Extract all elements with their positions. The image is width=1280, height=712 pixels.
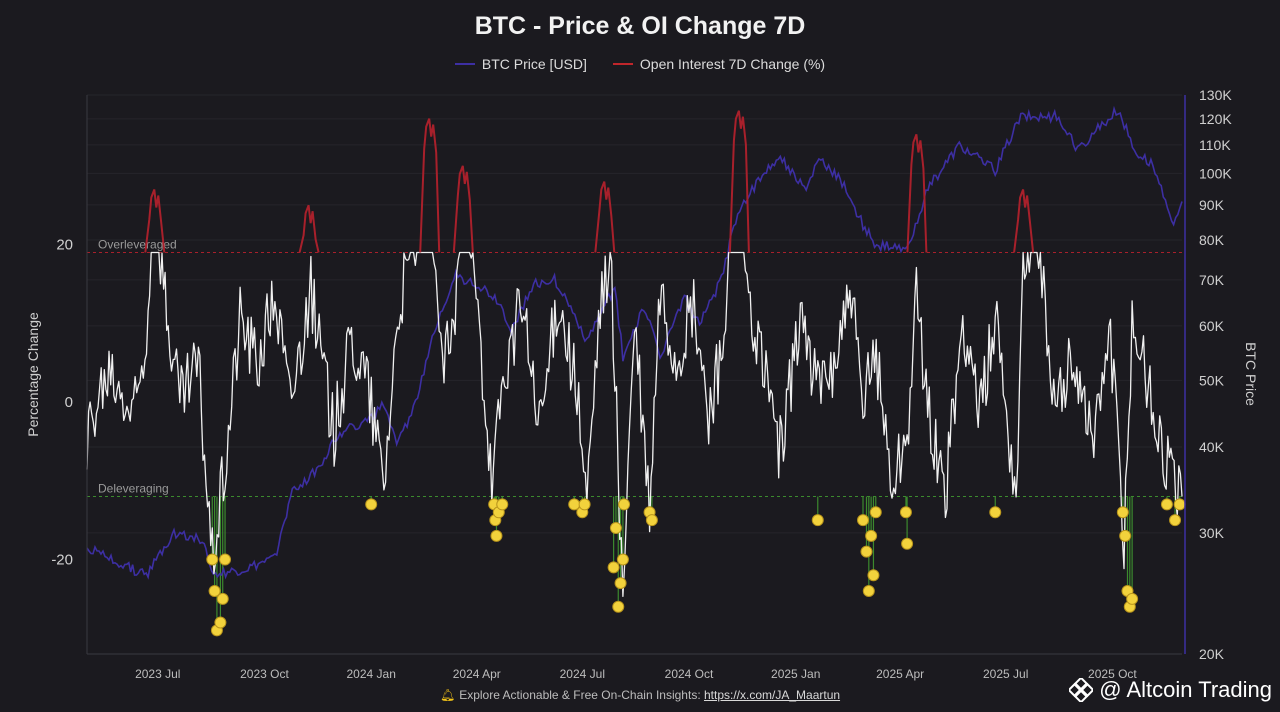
deleveraging-marker <box>219 553 232 566</box>
x-tick-label: 2025 Oct <box>1088 667 1137 681</box>
deleveraging-marker <box>1119 529 1132 542</box>
threshold-label: Overleveraged <box>98 237 177 251</box>
deleveraging-marker <box>612 600 625 613</box>
footer: 🔔︎ Explore Actionable & Free On-Chain Ins… <box>0 688 1280 702</box>
legend-item-open-interest[interactable]: Open Interest 7D Change (%) <box>612 56 826 72</box>
x-tick-label: 2024 Oct <box>665 667 714 681</box>
overleveraged-spike <box>419 118 441 253</box>
deleveraging-marker <box>1116 506 1129 519</box>
deleveraging-marker <box>365 498 378 511</box>
x-tick-label: 2024 Apr <box>453 667 501 681</box>
deleveraging-marker <box>860 545 873 558</box>
deleveraging-marker <box>1169 514 1182 527</box>
overleveraged-spike <box>1013 189 1035 253</box>
deleveraging-marker <box>496 498 509 511</box>
deleveraging-marker <box>614 577 627 590</box>
deleveraging-marker <box>857 514 870 527</box>
y-right-tick-label: 130K <box>1199 87 1232 103</box>
threshold-lines: Overleveraged Deleveraging <box>87 237 1182 498</box>
deleveraging-marker <box>214 616 227 629</box>
overleveraged-spike <box>594 181 616 253</box>
y-right-tick-label: 20K <box>1199 646 1225 662</box>
x-tick-label: 2024 Jul <box>560 667 605 681</box>
y-left-tick-label: -20 <box>51 552 73 569</box>
y-right-tick-label: 60K <box>1199 318 1225 334</box>
gridlines <box>87 94 1182 655</box>
deleveraging-marker <box>867 569 880 582</box>
extreme-markers <box>206 498 1186 637</box>
deleveraging-marker <box>1126 592 1139 605</box>
x-tick-label: 2025 Jul <box>983 667 1028 681</box>
legend-item-btc-price[interactable]: BTC Price [USD] <box>454 56 587 72</box>
deleveraging-marker <box>609 522 622 535</box>
btc-price-line <box>86 105 1183 580</box>
y-right-tick-label: 90K <box>1199 197 1225 213</box>
credit-label: @ Altcoin Trading <box>1099 677 1272 702</box>
y-right-tick-label: 100K <box>1199 165 1232 181</box>
deleveraging-marker <box>607 561 620 574</box>
threshold-label: Deleveraging <box>98 482 169 496</box>
deleveraging-marker <box>865 529 878 542</box>
marker-stems <box>211 496 1181 631</box>
bell-icon: 🔔︎ <box>439 688 456 702</box>
deleveraging-marker <box>811 514 824 527</box>
y-right-tick-label: 30K <box>1199 525 1225 541</box>
overleveraged-spike <box>452 165 474 253</box>
deleveraging-marker <box>490 529 503 542</box>
y-right-tick-label: 110K <box>1199 137 1231 153</box>
y-right-tick-label: 40K <box>1199 439 1225 455</box>
legend-swatch-open-interest <box>612 63 633 65</box>
diamond-logo-icon <box>1069 678 1094 702</box>
x-tick-label: 2025 Jan <box>771 667 820 681</box>
deleveraging-marker <box>645 514 658 527</box>
chart-title: BTC - Price & OI Change 7D <box>474 12 806 40</box>
oi-change-line <box>86 251 1183 598</box>
footer-text: Explore Actionable & Free On-Chain Insig… <box>459 688 704 702</box>
y-left-axis-title: Percentage Change <box>25 312 41 437</box>
deleveraging-marker <box>618 498 631 511</box>
deleveraging-marker <box>869 506 882 519</box>
deleveraging-marker <box>1173 498 1186 511</box>
deleveraging-marker <box>208 585 221 598</box>
axes: 20 0 -20 130K 120K 110K 100K 90K 80K 70K 60K 50K 40K… <box>25 87 1259 681</box>
y-right-tick-label: 120K <box>1199 111 1232 127</box>
overleveraged-spike <box>298 204 320 253</box>
deleveraging-marker <box>206 553 219 566</box>
deleveraging-marker <box>1160 498 1173 511</box>
x-tick-label: 2023 Jul <box>135 667 180 681</box>
deleveraging-marker <box>616 553 629 566</box>
x-tick-label: 2023 Oct <box>240 667 289 681</box>
y-right-tick-label: 50K <box>1199 372 1225 388</box>
legend-label-btc-price: BTC Price [USD] <box>481 56 587 72</box>
footer-link[interactable]: https://x.com/JA_Maartun <box>703 688 841 702</box>
deleveraging-marker <box>578 498 591 511</box>
overleveraged-spike <box>906 134 928 253</box>
y-left-tick-label: 0 <box>65 394 73 411</box>
x-tick-label: 2025 Apr <box>876 667 924 681</box>
deleveraging-marker <box>216 592 229 605</box>
deleveraging-marker <box>989 506 1002 519</box>
x-tick-label: 2024 Jan <box>346 667 395 681</box>
deleveraging-marker <box>901 537 914 550</box>
overleveraged-spike <box>144 189 166 253</box>
deleveraging-marker <box>899 506 912 519</box>
btc-price-series <box>86 105 1183 580</box>
y-right-axis-title: BTC Price <box>1243 342 1259 406</box>
watermark-credit: @ Altcoin Trading <box>1069 677 1272 703</box>
y-right-tick-label: 70K <box>1199 272 1225 288</box>
overleveraged-spike <box>728 110 750 253</box>
legend-label-open-interest: Open Interest 7D Change (%) <box>639 56 826 72</box>
y-right-tick-label: 80K <box>1199 232 1225 248</box>
legend-swatch-btc-price <box>454 63 475 65</box>
y-left-tick-label: 20 <box>56 237 73 254</box>
oi-change-series <box>86 110 1183 598</box>
chart-legend: BTC Price [USD] Open Interest 7D Change … <box>0 56 1280 72</box>
deleveraging-marker <box>862 585 875 598</box>
